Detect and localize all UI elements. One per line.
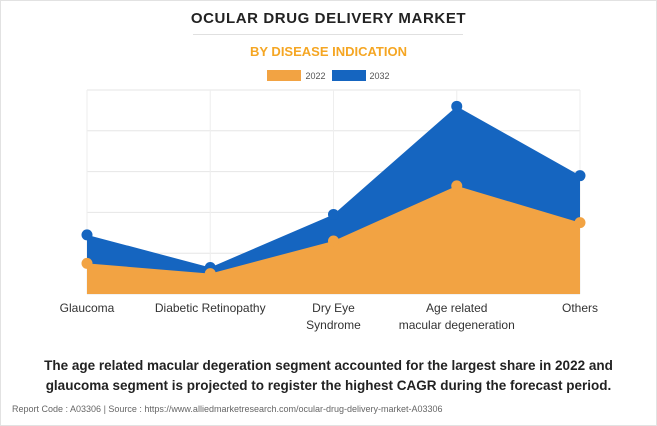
area-series-2022[interactable] bbox=[87, 185, 580, 294]
series-areas bbox=[87, 106, 580, 294]
x-axis-labels: Glaucoma Diabetic Retinopathy Dry Eye Syndr… bbox=[60, 301, 598, 332]
x-tick-label: Others bbox=[562, 301, 598, 315]
legend-swatch-2032 bbox=[331, 70, 366, 81]
x-tick-label: Diabetic Retinopathy bbox=[155, 301, 266, 315]
legend-label-2022: 2022 bbox=[305, 70, 326, 81]
legend: 2022 2032 bbox=[0, 70, 657, 81]
chart-subtitle: BY DISEASE INDICATION bbox=[250, 44, 407, 59]
summary-text: The age related macular degeration segme… bbox=[44, 358, 613, 393]
legend-label-2032: 2032 bbox=[369, 70, 390, 81]
series-points bbox=[81, 100, 586, 280]
data-point-2032-2[interactable] bbox=[328, 208, 339, 220]
x-tick-label: Age related macular degeneration bbox=[399, 301, 515, 332]
title-divider bbox=[193, 34, 463, 35]
legend-swatch-2022 bbox=[267, 70, 302, 81]
legend-item-2022[interactable]: 2022 bbox=[267, 70, 326, 81]
data-point-2032-4[interactable] bbox=[574, 170, 586, 182]
data-point-2022-1[interactable] bbox=[204, 268, 216, 280]
data-point-2022-4[interactable] bbox=[574, 217, 586, 229]
data-point-2022-2[interactable] bbox=[328, 235, 339, 247]
data-point-2022-0[interactable] bbox=[81, 257, 93, 269]
data-point-2032-3[interactable] bbox=[451, 100, 463, 112]
area-chart: Glaucoma Diabetic Retinopathy Dry Eye Syndr… bbox=[60, 89, 598, 332]
x-tick-label: Dry Eye Syndrome bbox=[306, 301, 361, 332]
data-point-2022-3[interactable] bbox=[451, 180, 463, 192]
report-footer: Report Code : A03306 | Source : https://… bbox=[12, 404, 443, 414]
x-tick-label: Glaucoma bbox=[60, 301, 115, 315]
data-point-2032-0[interactable] bbox=[81, 229, 93, 241]
chart-title: OCULAR DRUG DELIVERY MARKET bbox=[190, 10, 467, 27]
legend-item-2032[interactable]: 2032 bbox=[331, 70, 390, 81]
